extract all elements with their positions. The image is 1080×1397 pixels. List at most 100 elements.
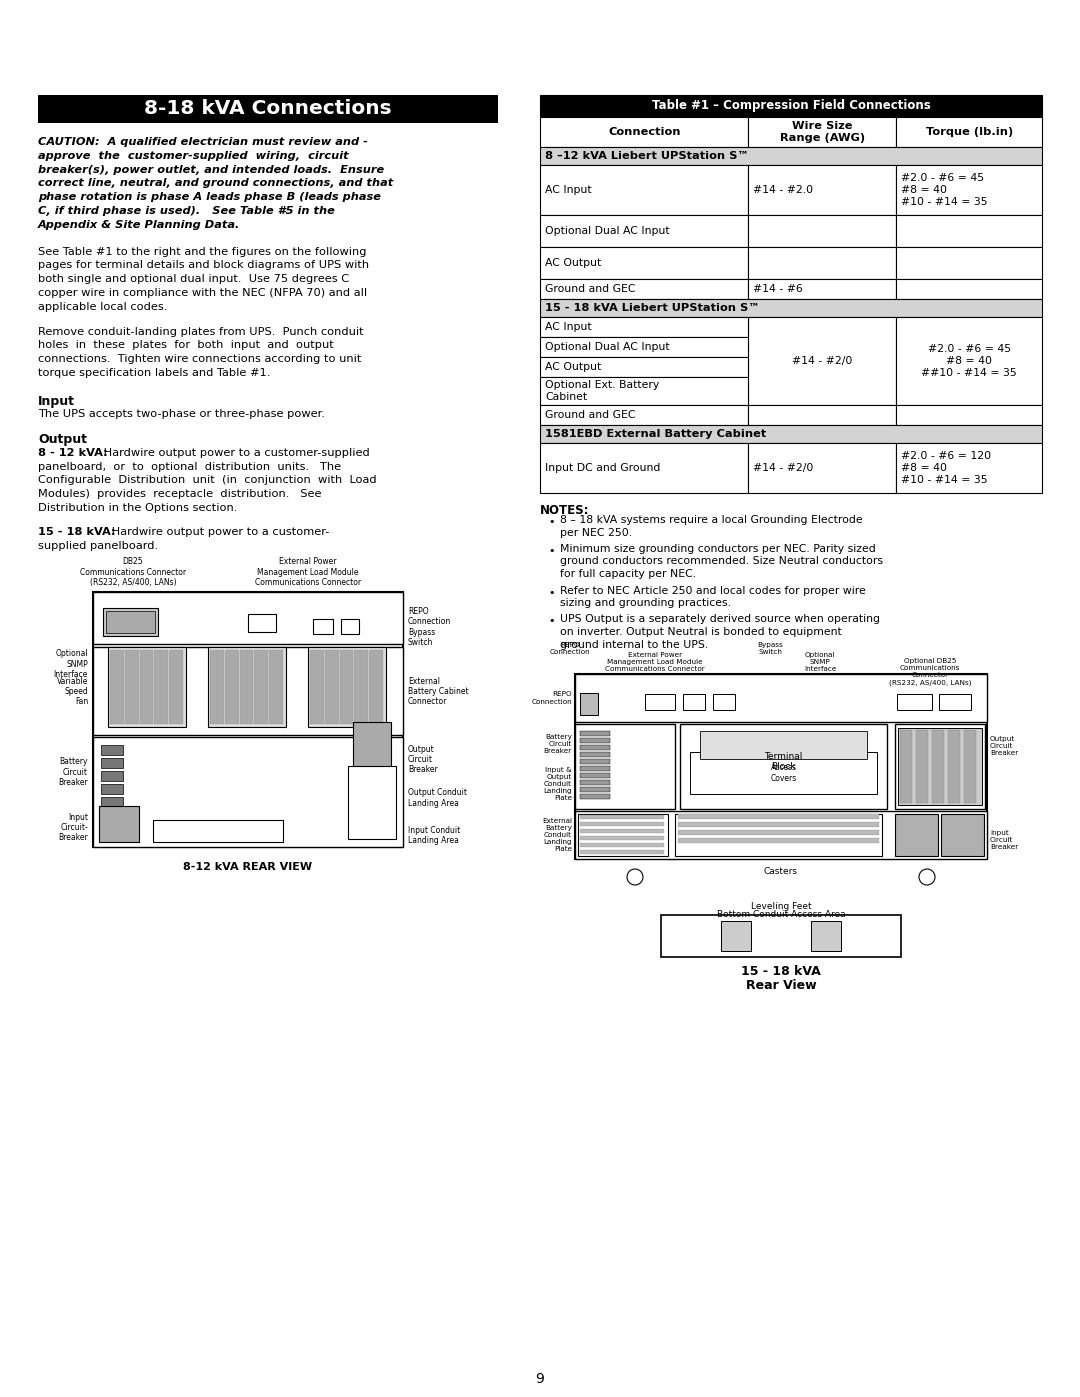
Bar [269, 651, 283, 725]
Text: Configurable  Distribution  unit  (in  conjunction  with  Load: Configurable Distribution unit (in conju… [38, 475, 377, 485]
Bar [354, 651, 368, 725]
Bar [110, 651, 124, 725]
Bar [153, 820, 283, 842]
Bar [896, 117, 1042, 147]
Text: 8-12 kVA REAR VIEW: 8-12 kVA REAR VIEW [184, 862, 312, 872]
Bar [748, 215, 896, 247]
Text: pages for terminal details and block diagrams of UPS with: pages for terminal details and block dia… [38, 260, 369, 271]
Text: Ground and GEC: Ground and GEC [545, 284, 635, 293]
Text: #2.0 - #6 = 45
#8 = 40
#10 - #14 = 35: #2.0 - #6 = 45 #8 = 40 #10 - #14 = 35 [902, 173, 988, 207]
Bar [713, 694, 735, 710]
Text: Battery
Circuit
Breaker: Battery Circuit Breaker [543, 733, 572, 754]
Bar [896, 317, 1042, 405]
Text: Input DC and Ground: Input DC and Ground [545, 462, 660, 474]
Bar [540, 425, 1042, 443]
Bar [102, 759, 123, 768]
Text: Input Conduit
Landing Area: Input Conduit Landing Area [408, 826, 460, 845]
Bar [540, 443, 748, 493]
Bar [748, 247, 896, 279]
Text: 15 - 18 kVA: 15 - 18 kVA [741, 965, 821, 978]
Bar [897, 728, 982, 805]
Text: Input: Input [38, 395, 75, 408]
Bar [540, 117, 748, 147]
Bar [102, 798, 123, 807]
Bar [680, 724, 887, 809]
Text: for full capacity per NEC.: for full capacity per NEC. [561, 569, 697, 578]
Text: Optional Ext. Battery
Cabinet: Optional Ext. Battery Cabinet [545, 380, 659, 402]
Text: AC Output: AC Output [545, 258, 602, 268]
Text: #14 - #2/0: #14 - #2/0 [754, 462, 813, 474]
Bar [580, 693, 598, 715]
Text: Input
Circuit-
Breaker: Input Circuit- Breaker [58, 813, 87, 842]
Circle shape [627, 869, 643, 886]
Bar [580, 745, 610, 750]
Text: both single and optional dual input.  Use 75 degrees C: both single and optional dual input. Use… [38, 274, 349, 284]
Bar [540, 405, 748, 425]
Text: AC Output: AC Output [545, 362, 602, 372]
Text: External Power
Management Load Module
Communications Connector: External Power Management Load Module Co… [255, 557, 361, 587]
Bar [310, 651, 324, 725]
Bar [313, 619, 333, 634]
Bar [939, 694, 971, 710]
Text: •: • [548, 546, 554, 556]
Bar [540, 279, 748, 299]
Bar [678, 830, 879, 835]
Text: #2.0 - #6 = 120
#8 = 40
#10 - #14 = 35: #2.0 - #6 = 120 #8 = 40 #10 - #14 = 35 [902, 451, 991, 485]
Text: approve  the  customer-supplied  wiring,  circuit: approve the customer-supplied wiring, ci… [38, 151, 349, 161]
Bar [103, 609, 158, 637]
Text: •: • [548, 588, 554, 598]
Text: Minimum size grounding conductors per NEC. Parity sized: Minimum size grounding conductors per NE… [561, 543, 876, 555]
Bar [700, 731, 867, 759]
Text: See Table #1 to the right and the figures on the following: See Table #1 to the right and the figure… [38, 247, 366, 257]
Bar [748, 165, 896, 215]
Text: Output
Circuit
Breaker: Output Circuit Breaker [408, 745, 437, 774]
Text: Hardwire output power to a customer-: Hardwire output power to a customer- [108, 527, 329, 536]
Bar [225, 651, 239, 725]
Text: AC Input: AC Input [545, 321, 592, 332]
Bar [540, 147, 1042, 165]
Text: External Power
Management Load Module
Communications Connector: External Power Management Load Module Co… [605, 652, 705, 672]
Bar [896, 215, 1042, 247]
Bar [353, 722, 391, 767]
Bar [748, 279, 896, 299]
Bar [580, 793, 610, 799]
Bar [678, 814, 879, 819]
Bar [895, 724, 985, 809]
Text: Output
Circuit
Breaker: Output Circuit Breaker [990, 736, 1018, 756]
Bar [578, 814, 669, 856]
Bar [748, 443, 896, 493]
Text: 15 - 18 kVA Liebert UPStation S™: 15 - 18 kVA Liebert UPStation S™ [545, 303, 759, 313]
Bar [948, 731, 960, 803]
Text: Hardwire output power to a customer-supplied: Hardwire output power to a customer-supp… [100, 448, 369, 458]
Bar [540, 299, 1042, 317]
Text: External
Battery Cabinet
Connector: External Battery Cabinet Connector [408, 676, 469, 707]
Bar [900, 731, 912, 803]
Bar [580, 780, 610, 785]
Text: Appendix & Site Planning Data.: Appendix & Site Planning Data. [38, 219, 241, 229]
Text: CAUTION:  A qualified electrician must review and -: CAUTION: A qualified electrician must re… [38, 137, 368, 147]
Text: Output Conduit
Landing Area: Output Conduit Landing Area [408, 788, 467, 807]
Bar [93, 738, 403, 848]
Bar [645, 694, 675, 710]
Text: Input &
Output
Conduit
Landing
Plate: Input & Output Conduit Landing Plate [543, 767, 572, 800]
Text: •: • [548, 616, 554, 626]
Bar [170, 651, 183, 725]
Bar [248, 615, 276, 633]
Text: 1581EBD External Battery Cabinet: 1581EBD External Battery Cabinet [545, 429, 766, 439]
Bar [941, 814, 984, 856]
Text: per NEC 250.: per NEC 250. [561, 528, 632, 538]
Text: Bypass
Switch: Bypass Switch [408, 627, 435, 647]
Text: NOTES:: NOTES: [540, 504, 590, 517]
Text: Wire Size
Range (AWG): Wire Size Range (AWG) [780, 122, 865, 142]
Text: 8 – 18 kVA systems require a local Grounding Electrode: 8 – 18 kVA systems require a local Groun… [561, 515, 863, 525]
Text: ground internal to the UPS.: ground internal to the UPS. [561, 640, 708, 650]
Text: AC Input: AC Input [545, 184, 592, 196]
Bar [678, 838, 879, 842]
Text: copper wire in compliance with the NEC (NFPA 70) and all: copper wire in compliance with the NEC (… [38, 288, 367, 298]
Bar [896, 247, 1042, 279]
Text: Terminal
Block: Terminal Block [765, 752, 802, 771]
Bar [102, 810, 123, 820]
Bar [897, 694, 932, 710]
Text: 15 - 18 kVA:: 15 - 18 kVA: [38, 527, 116, 536]
Text: Access
Covers: Access Covers [770, 763, 797, 782]
